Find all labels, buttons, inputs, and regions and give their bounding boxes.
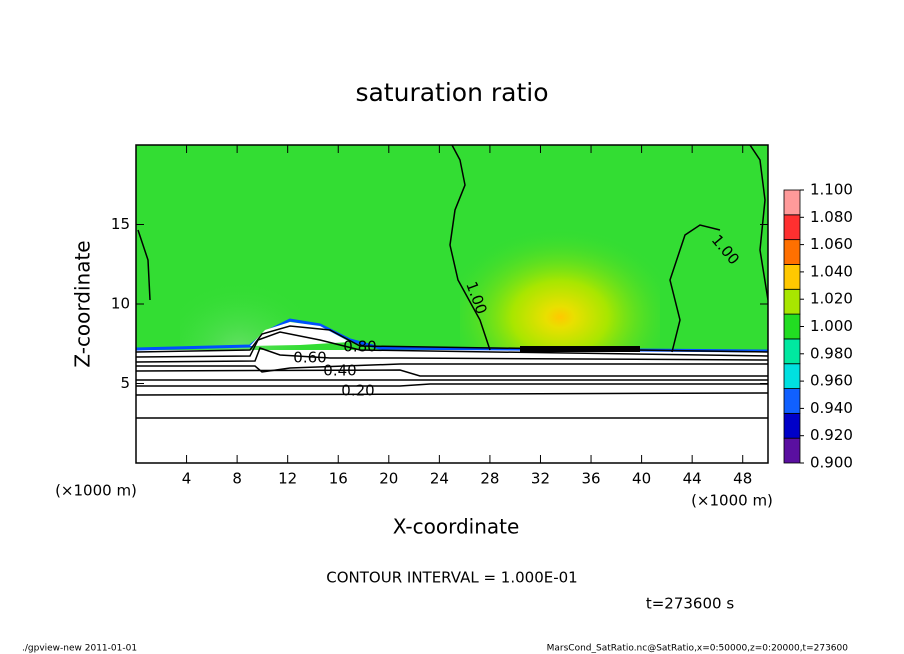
- colorbar-box: [783, 189, 801, 216]
- y-tick-label: 5: [120, 374, 130, 392]
- field: [136, 145, 768, 463]
- colorbar-box: [783, 388, 801, 414]
- x-unit: (×1000 m): [55, 482, 137, 500]
- colorbar-box: [783, 313, 801, 340]
- x-tick-label: 48: [733, 470, 752, 488]
- colorbar-box: [783, 363, 801, 389]
- colorbar-box: [783, 338, 801, 365]
- colorbar-box: [783, 288, 801, 315]
- x-tick-label: 24: [430, 470, 449, 488]
- footer-right: MarsCond_SatRatio.nc@SatRatio,x=0:50000,…: [547, 644, 849, 654]
- y-tick-label: 15: [111, 215, 130, 233]
- field-shade: [460, 200, 660, 350]
- contour-label: 0.40: [323, 362, 356, 380]
- x-tick-label: 20: [379, 470, 398, 488]
- contour-interval: CONTOUR INTERVAL = 1.000E-01: [326, 569, 577, 587]
- colorbar-tick-label: 1.040: [810, 262, 853, 280]
- contour-label: 0.20: [341, 382, 374, 400]
- y-axis-label: Z-coordinate: [71, 240, 95, 367]
- colorbar-tick-label: 0.900: [810, 454, 853, 472]
- x-tick-label: 12: [278, 470, 297, 488]
- contour-label: 0.80: [343, 338, 376, 356]
- colorbar-tick-label: 0.980: [810, 344, 853, 362]
- colorbar-box: [783, 412, 801, 439]
- x-unit: (×1000 m): [691, 492, 773, 510]
- colorbar-tick-label: 0.920: [810, 426, 853, 444]
- field-low: [136, 350, 768, 463]
- contour-label: 0.60: [293, 349, 326, 367]
- colorbar-tick-label: 1.060: [810, 235, 853, 253]
- colorbar-tick-label: 1.000: [810, 317, 853, 335]
- x-tick-label: 32: [531, 470, 550, 488]
- colorbar-box: [783, 437, 801, 464]
- chart-title: saturation ratio: [355, 78, 548, 107]
- x-tick-label: 8: [232, 470, 242, 488]
- y-tick-label: 10: [111, 295, 130, 313]
- colorbar-box: [783, 214, 801, 241]
- time-label: t=273600 s: [646, 595, 734, 613]
- colorbar-box: [783, 264, 801, 290]
- field-low: [250, 322, 350, 346]
- x-tick-label: 16: [329, 470, 348, 488]
- colorbar-tick-label: 0.940: [810, 399, 853, 417]
- x-tick-label: 40: [632, 470, 651, 488]
- x-tick-label: 28: [480, 470, 499, 488]
- x-axis-label: X-coordinate: [393, 515, 520, 539]
- colorbar-tick-label: 0.960: [810, 372, 853, 390]
- x-tick-label: 4: [182, 470, 192, 488]
- colorbar-tick-label: 1.080: [810, 208, 853, 226]
- x-tick-label: 36: [581, 470, 600, 488]
- footer-left: ./gpview-new 2011-01-01: [22, 644, 137, 654]
- colorbar-tick-label: 1.100: [810, 181, 853, 199]
- x-tick-label: 44: [683, 470, 702, 488]
- contours: [136, 145, 768, 419]
- colorbar-box: [783, 239, 801, 265]
- colorbar-tick-label: 1.020: [810, 290, 853, 308]
